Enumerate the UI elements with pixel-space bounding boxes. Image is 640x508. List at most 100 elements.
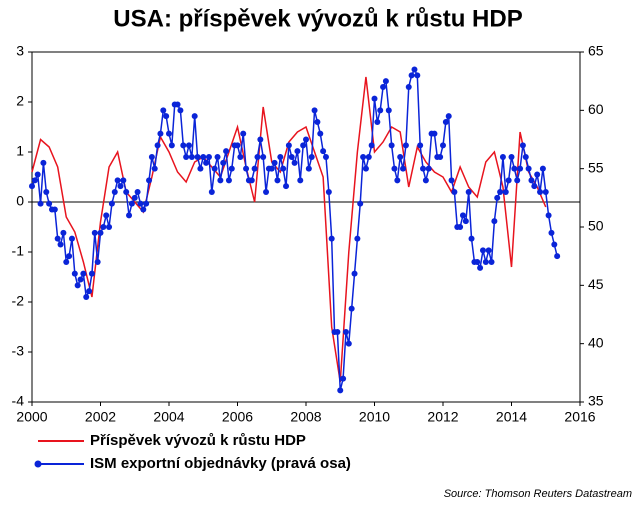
marker — [459, 212, 466, 219]
marker — [517, 165, 524, 172]
plot-frame — [31, 51, 581, 403]
marker — [494, 194, 501, 201]
marker — [68, 235, 75, 242]
marker — [365, 154, 372, 160]
marker — [185, 142, 192, 149]
marker — [220, 159, 227, 166]
marker — [197, 165, 204, 172]
y-tick-label: -1 — [12, 243, 25, 259]
marker — [143, 200, 150, 207]
marker — [223, 148, 230, 155]
marker — [103, 212, 110, 219]
marker — [505, 177, 512, 184]
marker — [554, 253, 561, 260]
y-tick-label: -2 — [12, 293, 25, 309]
marker — [137, 200, 144, 207]
marker — [80, 270, 87, 277]
marker — [308, 154, 315, 160]
marker — [157, 130, 164, 137]
marker — [123, 189, 130, 195]
marker — [71, 270, 78, 277]
marker — [377, 107, 384, 114]
marker — [468, 235, 475, 242]
marker — [417, 142, 424, 149]
x-tick-label: 2004 — [153, 409, 184, 425]
marker — [29, 183, 35, 190]
marker — [57, 241, 64, 248]
marker — [66, 253, 73, 260]
marker — [40, 159, 47, 166]
marker — [117, 183, 124, 190]
marker — [322, 154, 329, 160]
marker — [551, 241, 558, 248]
marker — [422, 177, 429, 184]
marker — [314, 119, 321, 125]
x-tick-label: 2008 — [290, 409, 321, 425]
marker — [334, 329, 341, 335]
marker — [83, 294, 90, 300]
y2-tick-label: 60 — [588, 101, 604, 117]
marker — [548, 229, 555, 236]
y2-tick-label: 45 — [588, 276, 604, 292]
marker — [88, 270, 95, 277]
x-tick-label: 2010 — [359, 409, 390, 425]
marker — [385, 107, 392, 114]
marker — [388, 142, 395, 149]
marker — [488, 259, 495, 265]
marker — [357, 200, 364, 207]
marker — [208, 189, 215, 195]
marker — [114, 177, 121, 184]
marker — [542, 189, 549, 195]
marker — [100, 224, 107, 230]
marker — [382, 78, 389, 85]
marker — [311, 107, 318, 114]
marker — [497, 189, 504, 195]
marker — [214, 154, 221, 160]
marker — [499, 154, 506, 160]
marker — [462, 218, 469, 225]
marker — [234, 142, 241, 149]
marker — [74, 282, 81, 289]
marker — [280, 165, 287, 172]
legend-marker — [34, 460, 42, 468]
marker — [297, 177, 304, 184]
marker — [146, 177, 153, 184]
marker — [345, 340, 352, 347]
marker — [54, 235, 61, 242]
marker — [140, 206, 147, 213]
marker — [163, 113, 170, 120]
marker — [288, 154, 295, 160]
marker — [120, 177, 127, 184]
marker — [134, 189, 141, 195]
marker — [248, 177, 255, 184]
marker — [437, 154, 444, 160]
marker — [46, 200, 53, 207]
marker — [408, 72, 415, 79]
marker — [91, 229, 98, 236]
marker — [474, 259, 481, 265]
marker — [131, 194, 138, 201]
y2-tick-label: 35 — [588, 393, 604, 409]
y2-tick-label: 40 — [588, 334, 604, 350]
marker — [240, 130, 247, 137]
y-tick-label: -4 — [12, 393, 25, 409]
marker — [257, 136, 264, 143]
marker — [405, 84, 412, 90]
marker — [451, 189, 458, 195]
marker — [477, 264, 484, 271]
marker — [160, 107, 167, 114]
marker — [545, 212, 552, 219]
y2-tick-label: 55 — [588, 159, 604, 175]
marker — [440, 142, 446, 149]
marker — [539, 165, 546, 172]
marker — [502, 189, 509, 195]
marker — [351, 270, 358, 277]
marker — [166, 130, 172, 137]
y-tick-label: 3 — [16, 43, 24, 59]
marker — [63, 259, 70, 265]
marker — [260, 154, 267, 160]
marker — [183, 154, 190, 160]
marker — [491, 218, 498, 225]
marker — [180, 142, 187, 149]
series-line — [31, 67, 558, 391]
